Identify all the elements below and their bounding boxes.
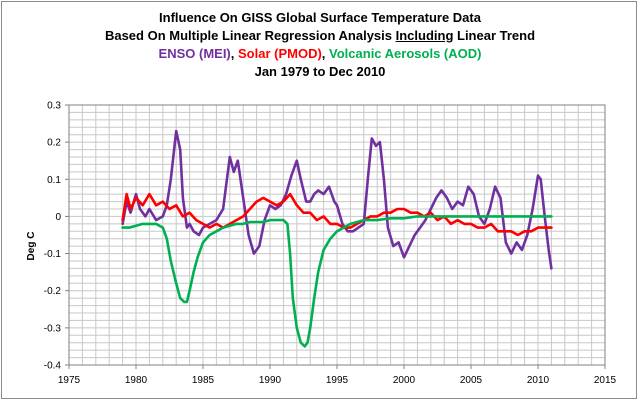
title-2-suffix: Linear Trend xyxy=(453,28,536,43)
grid-lines xyxy=(68,104,606,366)
x-tick-label: 1975 xyxy=(58,375,81,386)
title-2-prefix: Based On Multiple Linear Regression Anal… xyxy=(104,28,396,43)
title-sep-2: , xyxy=(321,46,330,61)
y-tick-label: 0.3 xyxy=(47,101,61,112)
chart-title-line-2: Based On Multiple Linear Regression Anal… xyxy=(0,28,640,44)
y-tick-label: -0.1 xyxy=(44,249,62,260)
axes xyxy=(65,104,606,369)
title-2-underlined: Including xyxy=(395,28,454,43)
y-tick-label: 0 xyxy=(55,212,61,223)
series-line-volcanic xyxy=(121,215,553,348)
x-tick-label: 2010 xyxy=(527,375,550,386)
x-tick-label: 1985 xyxy=(192,375,215,386)
y-tick-label: -0.4 xyxy=(44,361,62,372)
chart-title-line-4: Jan 1979 to Dec 2010 xyxy=(254,64,386,79)
tick-labels: -0.4 -0.3 -0.2 -0.1 0 0.1 0.2 0.3 1975 1980 1985 19… xyxy=(44,101,617,387)
title-enso: ENSO (MEI) xyxy=(158,46,231,61)
title-solar: Solar (PMOD) xyxy=(238,46,322,61)
y-tick-label: -0.3 xyxy=(44,323,62,334)
y-tick-label: -0.2 xyxy=(44,286,62,297)
series-line-solar xyxy=(121,192,553,237)
x-tick-label: 1990 xyxy=(259,375,282,386)
y-axis-label: Deg C xyxy=(26,232,37,261)
y-tick-label: 0.1 xyxy=(47,175,61,186)
title-sep-1: , xyxy=(230,46,238,61)
x-tick-label: 2000 xyxy=(393,375,416,386)
chart-title-line-1: Influence On GISS Global Surface Tempera… xyxy=(159,10,481,25)
x-tick-label: 2005 xyxy=(460,375,483,386)
x-tick-label: 1980 xyxy=(125,375,148,386)
chart-title-line-3: ENSO (MEI), Solar (PMOD), Volcanic Aeros… xyxy=(0,46,640,62)
x-tick-label: 1995 xyxy=(326,375,349,386)
y-tick-label: 0.2 xyxy=(47,138,61,149)
x-tick-label: 2015 xyxy=(594,375,617,386)
series-lines xyxy=(121,129,553,348)
title-volcanic: Volcanic Aerosols (AOD) xyxy=(329,46,482,61)
series-line-enso xyxy=(121,129,553,270)
